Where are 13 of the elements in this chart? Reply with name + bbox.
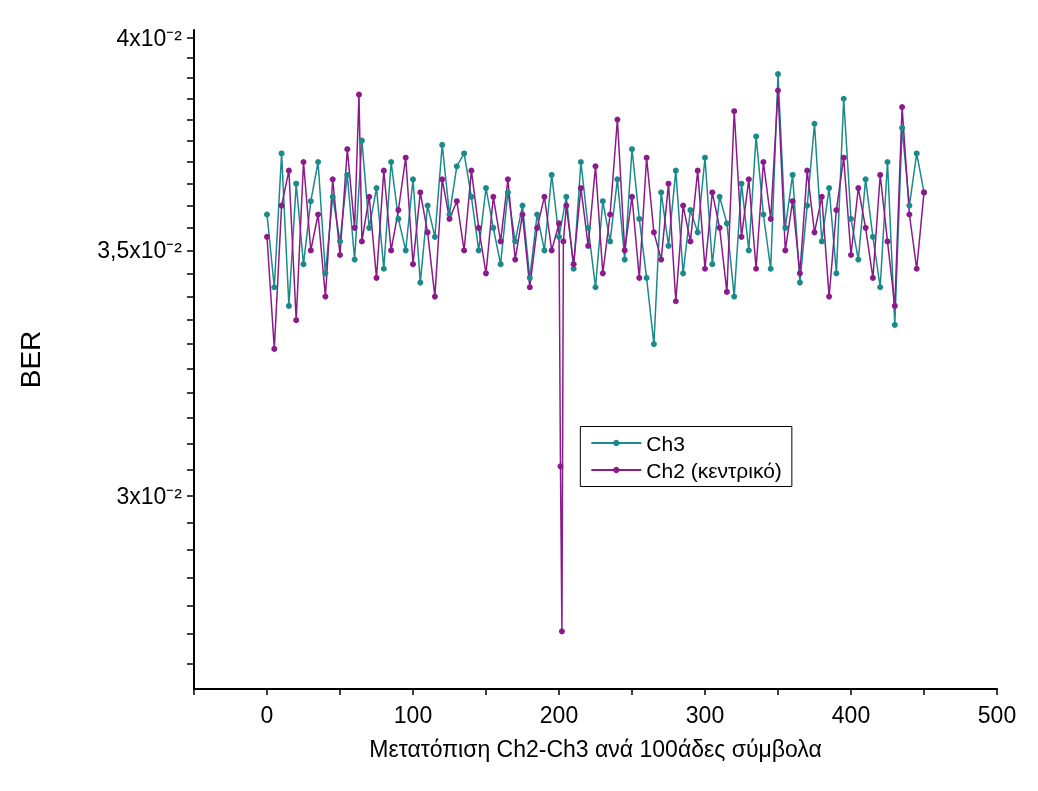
y-tick-label: 4x10⁻² (116, 24, 183, 51)
legend-label: Ch2 (κεντρικό) (646, 458, 782, 482)
x-tick-label: 300 (685, 701, 725, 728)
x-tick-label: 200 (539, 701, 579, 728)
y-axis-title: BER (14, 330, 46, 389)
x-tick-label: 100 (393, 701, 433, 728)
x-axis-title: Μετατόπιση Ch2-Ch3 ανά 100άδες σύμβολα (369, 735, 822, 762)
x-tick-label: 400 (831, 701, 871, 728)
x-tick-label: 0 (260, 701, 274, 728)
legend-label: Ch3 (646, 431, 685, 455)
y-tick-label: 3,5x10⁻² (97, 237, 183, 264)
y-tick-label: 3x10⁻² (116, 482, 183, 509)
x-tick-label: 500 (977, 701, 1017, 728)
